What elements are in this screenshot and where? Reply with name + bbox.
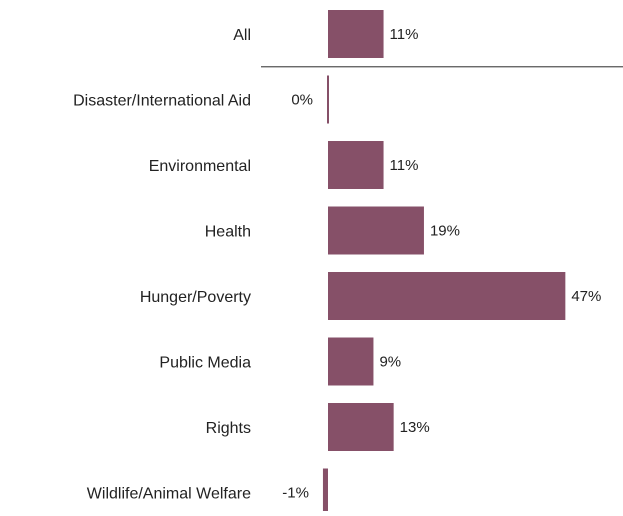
category-label-public-media: Public Media xyxy=(159,355,251,372)
value-label-rights: 13% xyxy=(400,419,430,436)
bar-wildlife-animal-welfare xyxy=(322,468,328,516)
value-label-disaster-international-aid: 0% xyxy=(291,92,313,109)
category-label-health: Health xyxy=(205,224,251,241)
bar-rights xyxy=(328,403,394,451)
category-label-environmental: Environmental xyxy=(149,158,251,175)
bar-health xyxy=(328,206,424,255)
category-label-rights: Rights xyxy=(206,420,251,437)
bar-all xyxy=(328,10,384,58)
category-label-wildlife-animal-welfare: Wildlife/Animal Welfare xyxy=(87,486,251,503)
value-label-all: 11% xyxy=(390,26,419,43)
value-label-health: 19% xyxy=(430,223,460,240)
value-label-public-media: 9% xyxy=(379,354,401,371)
value-label-wildlife-animal-welfare: -1% xyxy=(282,485,309,502)
bar-disaster-international-aid xyxy=(327,75,329,124)
category-label-all: All xyxy=(233,27,251,44)
bar-public-media xyxy=(328,337,374,386)
bar-environmental xyxy=(328,141,384,189)
category-label-hunger-poverty: Hunger/Poverty xyxy=(140,289,251,306)
category-label-disaster-international-aid: Disaster/International Aid xyxy=(73,93,251,110)
value-label-environmental: 11% xyxy=(390,157,419,174)
value-label-hunger-poverty: 47% xyxy=(571,288,601,305)
bar-hunger-poverty xyxy=(328,272,566,320)
